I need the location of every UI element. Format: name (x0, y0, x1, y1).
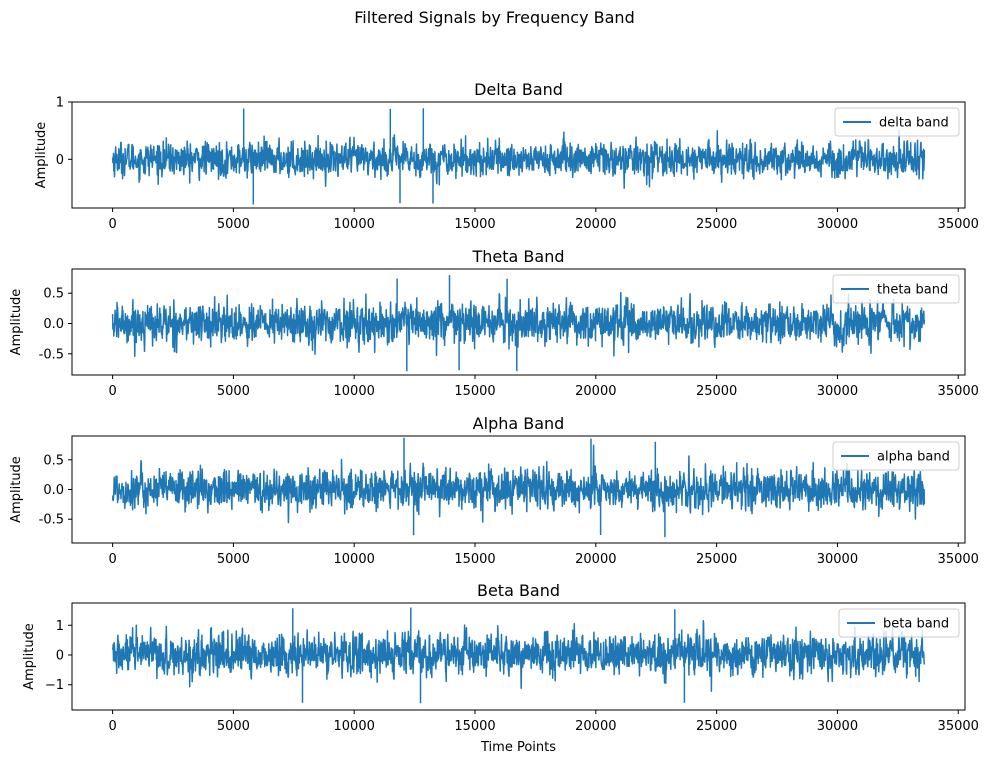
legend-box (832, 274, 960, 304)
y-tick-label: 0 (56, 649, 64, 664)
x-tick-label: 10000 (334, 552, 375, 567)
y-tick-label: 0.5 (43, 453, 64, 468)
x-tick-label: 20000 (575, 552, 616, 567)
x-tick-label: 25000 (696, 217, 737, 232)
legend-label: alpha band (877, 450, 950, 465)
subplot-1: Delta Band 0 5000 10000 15000 20000 25000 30000… (34, 80, 979, 232)
x-tick-label: 35000 (938, 719, 979, 734)
y-tick-label: 0.0 (43, 317, 64, 332)
x-tick-label: 30000 (817, 552, 858, 567)
x-tick-label: 10000 (334, 217, 375, 232)
legend-label: delta band (879, 116, 949, 131)
legend-label: beta band (883, 617, 949, 632)
y-axis-label: Amplitude (9, 289, 24, 356)
series-line-beta-band (111, 607, 926, 704)
y-tick-label: −1 (45, 678, 64, 693)
x-tick-label: 30000 (817, 384, 858, 399)
x-tick-label: 5000 (217, 719, 250, 734)
x-tick-label: 0 (108, 217, 116, 232)
x-tick-label: 20000 (575, 384, 616, 399)
y-axis-label: Amplitude (9, 456, 24, 523)
x-tick-label: 5000 (217, 217, 250, 232)
plot-frame (71, 101, 966, 209)
figure-title: Filtered Signals by Frequency Band (354, 8, 635, 27)
x-tick-label: 15000 (454, 719, 495, 734)
subplot-2: Theta Band 0 5000 10000 15000 20000 25000 30000… (9, 247, 979, 399)
legend-label: theta band (877, 283, 948, 298)
y-tick-label: 0.0 (43, 483, 64, 498)
series-line-alpha-band (111, 437, 926, 538)
x-tick-label: 35000 (938, 217, 979, 232)
x-tick-label: 20000 (575, 217, 616, 232)
y-axis-label: Amplitude (22, 623, 37, 690)
x-tick-label: 0 (108, 552, 116, 567)
x-tick-label: 15000 (454, 552, 495, 567)
y-tick-label: 1 (56, 619, 64, 634)
legend: alpha band (832, 441, 960, 471)
series-line-theta-band (111, 275, 926, 372)
legend-box (832, 441, 960, 471)
subplot-title: Alpha Band (473, 414, 565, 433)
x-tick-label: 5000 (217, 384, 250, 399)
legend: beta band (838, 608, 960, 638)
y-tick-label: -0.5 (39, 347, 64, 362)
x-tick-label: 10000 (334, 384, 375, 399)
legend-box (838, 608, 960, 638)
x-tick-label: 10000 (334, 719, 375, 734)
x-tick-label: 0 (108, 719, 116, 734)
subplot-3: Alpha Band 0 5000 10000 15000 20000 25000 30000… (9, 414, 979, 567)
x-tick-label: 5000 (217, 552, 250, 567)
y-tick-label: 0 (56, 153, 64, 168)
x-tick-label: 25000 (696, 552, 737, 567)
subplot-4: Beta Band 0 5000 10000 15000 20000 25000 30000 3… (22, 581, 979, 755)
plot-frame (71, 268, 966, 376)
x-tick-label: 20000 (575, 719, 616, 734)
y-tick-label: 1 (56, 96, 64, 111)
x-tick-label: 25000 (696, 719, 737, 734)
legend: theta band (832, 274, 960, 304)
y-axis-label: Amplitude (34, 122, 49, 189)
plot-frame (71, 602, 966, 711)
legend-box (834, 107, 960, 137)
x-tick-label: 0 (108, 384, 116, 399)
y-tick-label: 0.5 (43, 287, 64, 302)
x-tick-label: 35000 (938, 384, 979, 399)
x-axis-label: Time Points (480, 740, 556, 755)
x-tick-label: 25000 (696, 384, 737, 399)
subplot-title: Delta Band (474, 80, 563, 99)
x-tick-label: 15000 (454, 217, 495, 232)
x-tick-label: 30000 (817, 217, 858, 232)
x-tick-label: 30000 (817, 719, 858, 734)
series-line-delta-band (111, 108, 926, 205)
x-tick-label: 15000 (454, 384, 495, 399)
subplot-title: Beta Band (477, 581, 560, 600)
subplot-title: Theta Band (472, 247, 565, 266)
y-tick-label: -0.5 (39, 513, 64, 528)
x-tick-label: 35000 (938, 552, 979, 567)
legend: delta band (834, 107, 960, 137)
